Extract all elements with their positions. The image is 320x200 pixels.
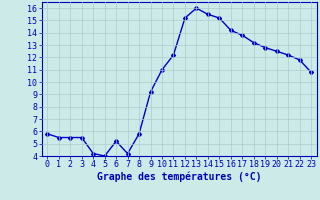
X-axis label: Graphe des températures (°C): Graphe des températures (°C) — [97, 172, 261, 182]
